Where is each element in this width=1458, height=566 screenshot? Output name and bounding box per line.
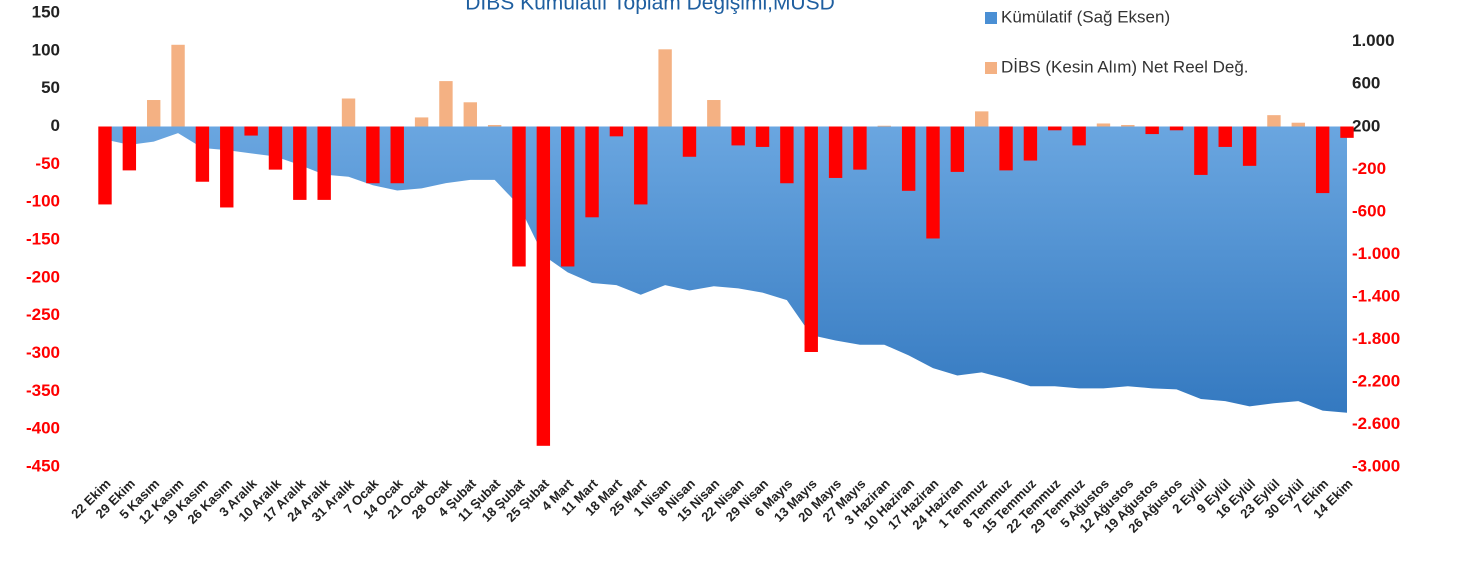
bar <box>1218 126 1232 147</box>
bar <box>1048 126 1062 131</box>
bar <box>268 126 283 170</box>
bar <box>317 126 331 200</box>
bar <box>877 125 891 127</box>
bar <box>1242 126 1257 166</box>
bar <box>561 126 575 267</box>
bar <box>293 126 307 200</box>
y2-tick-label: 1.000 <box>1352 31 1395 50</box>
bar <box>901 126 916 191</box>
legend-swatch <box>985 62 997 74</box>
y-tick-label: -350 <box>26 381 60 400</box>
bar <box>536 126 551 446</box>
bar <box>1072 126 1086 146</box>
y2-tick-label: -1.800 <box>1352 329 1400 348</box>
bar <box>682 126 697 157</box>
legend-swatch <box>985 12 997 24</box>
y-tick-label: -200 <box>26 267 60 286</box>
bar <box>390 126 404 184</box>
bar <box>1291 122 1305 127</box>
bar <box>1340 126 1354 138</box>
bar <box>171 44 185 127</box>
bar <box>244 126 258 136</box>
y-tick-label: 0 <box>51 116 60 135</box>
bar <box>1145 126 1159 135</box>
y2-tick-label: -200 <box>1352 159 1386 178</box>
bar <box>585 126 599 218</box>
y2-tick-label: -2.200 <box>1352 371 1400 390</box>
bar <box>195 126 210 182</box>
bar <box>975 111 989 127</box>
bar <box>341 98 356 127</box>
y2-tick-label: -3.000 <box>1352 456 1400 475</box>
legend-label: DİBS (Kesin Alım) Net Reel Değ. <box>1001 57 1249 76</box>
legend-label: Kümülatif (Sağ Eksen) <box>1001 7 1170 26</box>
bar <box>828 126 843 178</box>
y-tick-label: -450 <box>26 456 60 475</box>
y2-tick-label: -1.400 <box>1352 286 1400 305</box>
y-tick-label: -300 <box>26 343 60 362</box>
y-tick-label: -400 <box>26 419 60 438</box>
y-tick-label: -150 <box>26 229 60 248</box>
bar <box>731 126 745 146</box>
bar <box>804 126 818 352</box>
y-tick-label: 150 <box>32 2 60 21</box>
bar <box>98 126 112 205</box>
bar <box>1096 123 1111 127</box>
bar <box>439 81 453 127</box>
bar <box>1315 126 1330 194</box>
bar <box>609 126 624 137</box>
y2-tick-label: -600 <box>1352 201 1386 220</box>
bar <box>366 126 380 184</box>
y-tick-label: -100 <box>26 192 60 211</box>
bar <box>463 102 477 127</box>
bar <box>707 100 721 127</box>
y2-tick-label: 200 <box>1352 116 1380 135</box>
bar <box>414 117 429 127</box>
bar <box>926 126 940 239</box>
chart-title: DİBS Kümülatif Toplam Değişimi,MUSD <box>465 0 835 15</box>
y-tick-label: -250 <box>26 305 60 324</box>
bar <box>487 124 502 127</box>
bar <box>658 49 672 127</box>
bar <box>999 126 1013 171</box>
y2-tick-label: 600 <box>1352 74 1380 93</box>
area <box>105 126 1347 413</box>
y-tick-label: 50 <box>41 78 60 97</box>
bar <box>755 126 770 147</box>
bar <box>147 100 161 127</box>
bar <box>1169 126 1184 131</box>
y2-tick-label: -1.000 <box>1352 244 1400 263</box>
bar <box>220 126 234 208</box>
y-tick-label: -50 <box>35 154 60 173</box>
bar <box>122 126 137 171</box>
bar <box>1121 124 1135 127</box>
bar <box>1194 126 1208 175</box>
bar <box>1267 115 1281 127</box>
bar <box>950 126 965 172</box>
bar <box>634 126 648 205</box>
y2-tick-label: -2.600 <box>1352 414 1400 433</box>
bar <box>512 126 526 267</box>
bar <box>780 126 794 184</box>
y-tick-label: 100 <box>32 40 60 59</box>
bar <box>1023 126 1038 161</box>
bar <box>853 126 867 170</box>
